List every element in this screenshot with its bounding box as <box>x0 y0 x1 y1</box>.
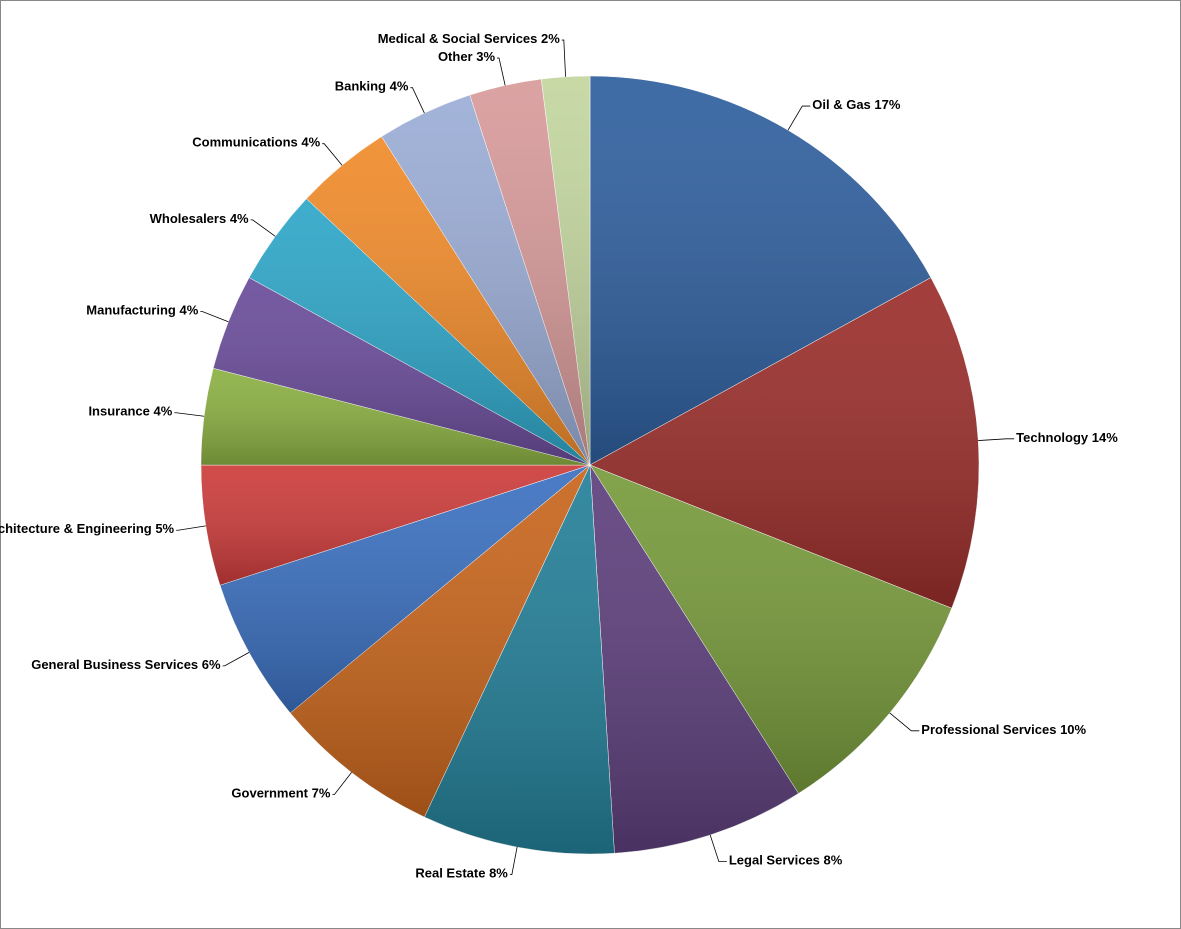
leader-line <box>322 143 343 166</box>
data-label: Real Estate 8% <box>415 866 508 881</box>
slice-shade <box>590 277 979 609</box>
leader-line <box>176 525 206 531</box>
data-label: Other 3% <box>438 49 496 64</box>
slice-shade <box>249 198 590 465</box>
slice-shade <box>590 465 952 794</box>
category-label: Other <box>438 49 473 64</box>
data-label: Wholesalers 4% <box>150 211 249 226</box>
value-label: 4% <box>153 404 172 419</box>
category-label: Insurance <box>88 404 149 419</box>
data-label: Professional Services 10% <box>921 722 1086 737</box>
data-label: Communications 4% <box>192 135 320 150</box>
category-label: Banking <box>335 79 386 94</box>
value-label: 8% <box>824 853 843 868</box>
leader-line <box>410 87 425 114</box>
leader-line <box>332 772 352 795</box>
data-label: Architecture & Engineering 5% <box>0 522 175 537</box>
slices <box>200 75 980 855</box>
leader-line <box>250 219 276 237</box>
category-label: Communications <box>192 135 297 150</box>
data-label: General Business Services 6% <box>31 657 221 672</box>
data-label: Government 7% <box>231 786 330 801</box>
value-label: 4% <box>301 135 320 150</box>
value-label: 7% <box>312 786 331 801</box>
category-label: General Business Services <box>31 657 198 672</box>
value-label: 17% <box>874 98 900 113</box>
slice-shade <box>381 95 590 466</box>
slice-shade <box>201 368 590 465</box>
leader-line <box>787 105 811 131</box>
category-label: Medical & Social Services <box>378 31 538 46</box>
data-label: Insurance 4% <box>88 404 172 419</box>
value-label: 8% <box>489 866 508 881</box>
slice-shade <box>220 465 591 713</box>
slice-shade <box>541 76 590 465</box>
labels: Oil & Gas 17% Technology 14% Professional … <box>0 31 1118 881</box>
leader-line <box>889 712 920 732</box>
leader-line <box>561 39 566 77</box>
leader-line <box>509 847 518 876</box>
category-label: Real Estate <box>415 866 485 881</box>
value-label: 6% <box>202 657 221 672</box>
data-label: Manufacturing 4% <box>86 303 198 318</box>
leader-line <box>497 57 506 86</box>
data-label: Technology 14% <box>1016 430 1118 445</box>
data-label: Medical & Social Services 2% <box>378 31 561 46</box>
value-label: 3% <box>476 49 495 64</box>
slice-shade <box>306 136 590 465</box>
category-label: Technology <box>1016 430 1089 445</box>
data-label: Banking 4% <box>335 79 409 94</box>
category-label: Architecture & Engineering <box>0 522 152 537</box>
value-label: 5% <box>155 522 174 537</box>
slice-shade <box>201 465 590 586</box>
category-label: Manufacturing <box>86 303 176 318</box>
slice-shade <box>213 277 591 465</box>
slice-shade <box>590 465 799 854</box>
leader-line <box>222 652 250 667</box>
data-label: Legal Services 8% <box>729 853 843 868</box>
leader-line <box>200 311 229 323</box>
slice-shade <box>469 79 590 465</box>
value-label: 4% <box>179 303 198 318</box>
value-label: 10% <box>1060 722 1086 737</box>
slice-shade <box>290 465 590 817</box>
leader-line <box>174 412 205 417</box>
category-label: Professional Services <box>921 722 1056 737</box>
leader-line <box>978 438 1015 441</box>
category-label: Government <box>231 786 308 801</box>
value-label: 14% <box>1092 430 1118 445</box>
category-label: Wholesalers <box>150 211 227 226</box>
value-label: 4% <box>230 211 249 226</box>
category-label: Oil & Gas <box>812 98 871 113</box>
value-label: 4% <box>390 79 409 94</box>
category-label: Legal Services <box>729 853 820 868</box>
leader-line <box>709 834 727 862</box>
slice-shade <box>424 465 615 855</box>
value-label: 2% <box>541 31 560 46</box>
data-label: Oil & Gas 17% <box>812 98 901 113</box>
slice-shade <box>590 76 931 465</box>
